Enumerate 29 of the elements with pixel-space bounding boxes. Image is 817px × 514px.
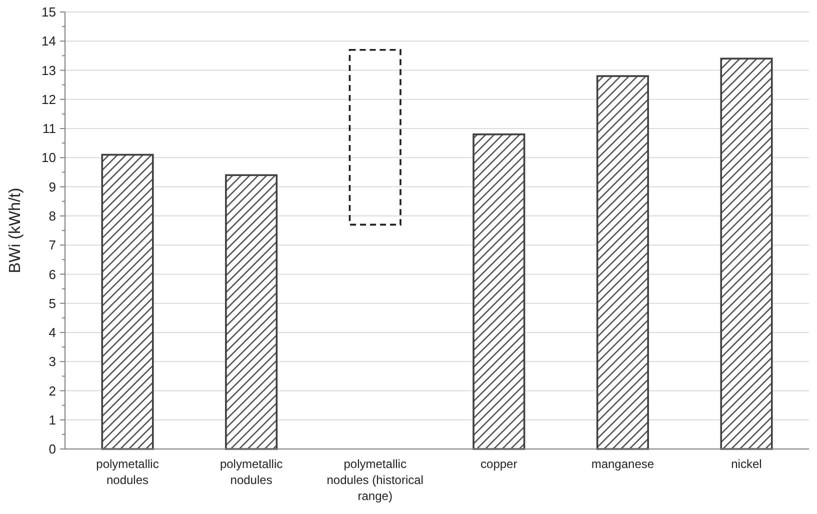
x-tick-label: polymetallic nodules xyxy=(220,457,283,487)
bar xyxy=(101,154,154,450)
x-tick-label: manganese xyxy=(591,457,654,471)
bar xyxy=(225,174,278,450)
y-axis-title: BWi (kWh/t) xyxy=(7,188,24,274)
y-tick-label: 5 xyxy=(48,296,56,311)
x-tick-label: copper xyxy=(480,457,518,471)
bar xyxy=(720,58,773,450)
y-tick-label: 15 xyxy=(42,4,56,20)
y-tick-label: 11 xyxy=(42,121,56,136)
y-tick-label: 12 xyxy=(42,92,56,107)
y-tick-label: 6 xyxy=(48,266,56,282)
bar xyxy=(596,75,649,450)
bar xyxy=(348,48,402,226)
y-tick-label: 0 xyxy=(48,442,56,457)
y-tick-label: 13 xyxy=(42,62,56,78)
x-tick-label: nickel xyxy=(731,457,762,471)
y-tick-label: 9 xyxy=(48,179,56,194)
y-tick-label: 8 xyxy=(48,208,56,224)
x-tick-label: polymetallic nodules (historical range) xyxy=(326,457,424,503)
y-tick-label: 3 xyxy=(48,354,56,370)
y-tick-label: 2 xyxy=(48,383,56,398)
bar xyxy=(472,133,526,450)
y-tick-label: 4 xyxy=(48,325,56,340)
y-tick-label: 10 xyxy=(42,150,56,166)
x-tick-label: polymetallic nodules xyxy=(96,457,159,487)
y-tick-label: 7 xyxy=(48,238,56,253)
y-tick-label: 14 xyxy=(42,34,56,49)
y-tick-label: 1 xyxy=(48,412,56,428)
